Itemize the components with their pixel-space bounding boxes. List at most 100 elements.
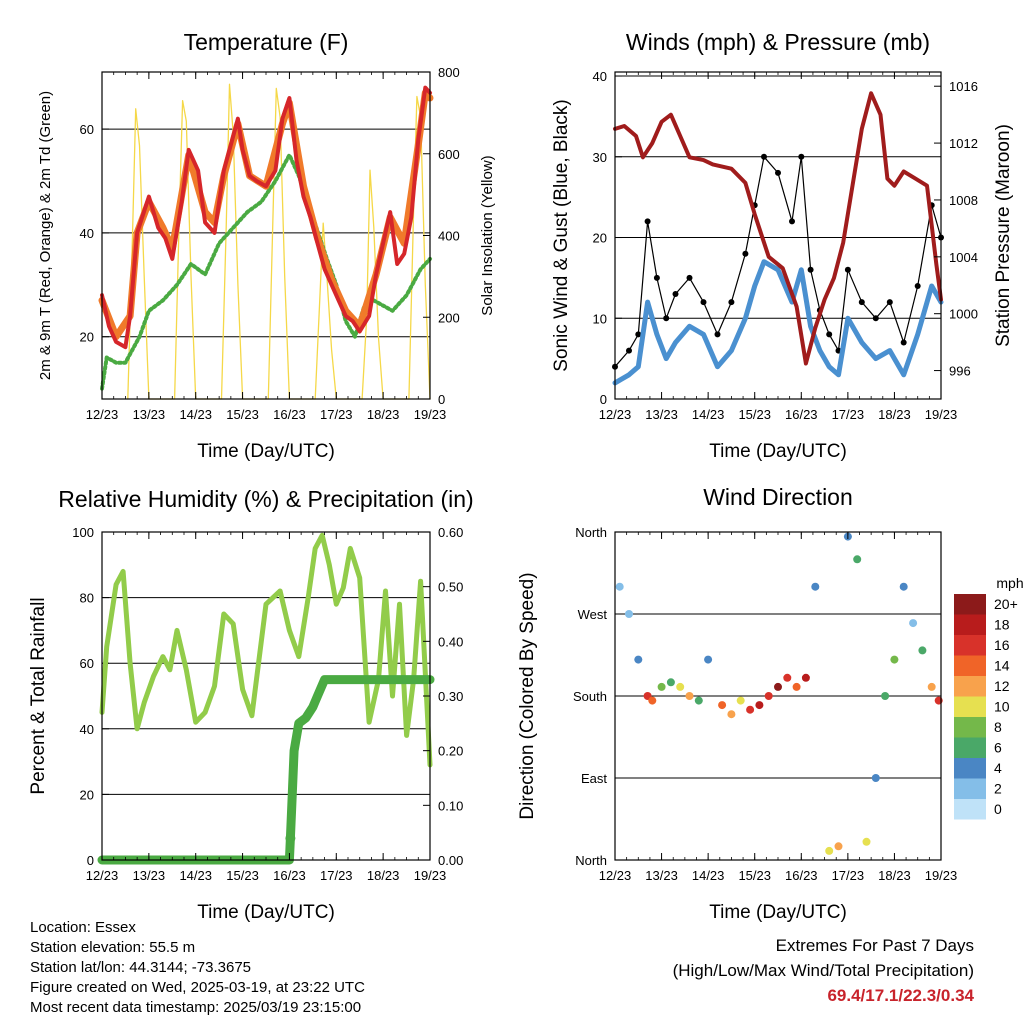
legend-swatch <box>954 758 986 779</box>
direction-point <box>727 710 736 719</box>
direction-point <box>764 692 773 700</box>
most-recent-timestamp: Most recent data timestamp: 2025/03/19 2… <box>30 999 362 1016</box>
y-tick-label: 0 <box>87 853 94 868</box>
direction-point <box>704 655 713 664</box>
legend-swatch <box>954 717 986 738</box>
y-axis-label: 2m & 9m T (Red, Orange) & 2m Td (Green) <box>37 91 54 380</box>
legend-swatch <box>954 696 986 717</box>
x-tick-label: 17/23 <box>320 407 353 422</box>
direction-point <box>755 701 764 710</box>
y-tick-label: 40 <box>80 722 94 737</box>
direction-point <box>834 842 843 851</box>
extremes-box: Extremes For Past 7 Days (High/Low/Max W… <box>673 933 974 1008</box>
x-axis-label: Time (Day/UTC) <box>197 441 335 462</box>
legend-swatch <box>954 635 986 656</box>
direction-point <box>909 619 918 628</box>
direction-point <box>918 646 927 655</box>
x-tick-label: 13/23 <box>133 868 166 883</box>
y-tick-label: North <box>575 525 607 540</box>
x-tick-label: 15/23 <box>226 868 259 883</box>
y-tick-label: North <box>575 853 607 868</box>
legend-label: 4 <box>994 760 1002 776</box>
legend-label: 10 <box>994 699 1010 715</box>
y2-tick-label: 800 <box>438 65 460 80</box>
direction-point <box>792 682 801 691</box>
dewpoint-line <box>100 153 432 391</box>
y2-tick-label: 996 <box>949 364 971 379</box>
y-axis-label: Direction (Colored By Speed) <box>517 572 538 819</box>
y2-tick-label: 0.30 <box>438 689 463 704</box>
y2-tick-label: 1004 <box>949 250 978 265</box>
y2-tick-label: 0.60 <box>438 525 463 540</box>
y2-tick-label: 0.10 <box>438 798 463 813</box>
y2-tick-label: 0.00 <box>438 853 463 868</box>
legend-swatch <box>954 614 986 635</box>
direction-point <box>853 555 862 564</box>
legend-swatch <box>954 655 986 676</box>
x-tick-label: 19/23 <box>414 868 447 883</box>
x-tick-label: 16/23 <box>273 407 306 422</box>
x-tick-label: 19/23 <box>925 407 958 422</box>
humidity-line <box>99 532 433 768</box>
legend-swatch <box>954 594 986 615</box>
x-tick-label: 13/23 <box>645 407 678 422</box>
x-tick-label: 15/23 <box>738 868 771 883</box>
direction-point <box>927 682 936 691</box>
x-tick-label: 14/23 <box>692 407 725 422</box>
direction-point <box>746 705 755 714</box>
humidity-precip-panel: 0 20 40 60 80 100 0.00 0.10 0.20 0.30 0.40 0.50 0.60… <box>28 486 474 923</box>
x-tick-label: 12/23 <box>86 868 119 883</box>
temp-2m-line <box>100 85 432 350</box>
y2-tick-label: 0 <box>438 392 445 407</box>
y-tick-label: 20 <box>80 330 94 345</box>
direction-point <box>862 837 871 846</box>
legend-label: 20+ <box>994 596 1018 612</box>
y-tick-label: 10 <box>593 311 607 326</box>
x-axis-label: Time (Day/UTC) <box>197 902 335 923</box>
legend-label: 14 <box>994 658 1010 674</box>
direction-point <box>811 582 820 591</box>
direction-point <box>871 774 880 782</box>
x-tick-label: 18/23 <box>878 868 911 883</box>
direction-point <box>625 610 633 618</box>
winds-pressure-panel: 0 10 20 30 40 996 1000 1004 1008 1012 1016 12/23 13/… <box>551 29 1014 462</box>
legend-label: 16 <box>994 637 1010 653</box>
y2-tick-label: 0.40 <box>438 634 463 649</box>
direction-point <box>694 696 703 705</box>
direction-point <box>881 692 890 700</box>
x-tick-label: 13/23 <box>133 407 166 422</box>
chart-title: Wind Direction <box>703 484 853 510</box>
station-elevation: Station elevation: 55.5 m <box>30 939 196 956</box>
x-tick-label: 12/23 <box>86 407 119 422</box>
legend-swatch <box>954 737 986 758</box>
direction-point <box>801 673 810 682</box>
x-axis-label: Time (Day/UTC) <box>709 441 847 462</box>
y-tick-label: 30 <box>593 150 607 165</box>
station-location: Location: Essex <box>30 919 136 936</box>
precip-point <box>285 833 296 844</box>
y2-tick-label: 200 <box>438 310 460 325</box>
legend-swatch <box>954 778 986 799</box>
x-tick-label: 12/23 <box>599 868 632 883</box>
x-tick-label: 18/23 <box>878 407 911 422</box>
x-tick-label: 19/23 <box>925 868 958 883</box>
wind-line <box>612 259 944 386</box>
direction-point <box>615 582 624 591</box>
y-axis-label: Percent & Total Rainfall <box>28 597 49 794</box>
x-tick-label: 13/23 <box>645 868 678 883</box>
direction-point <box>899 582 908 591</box>
y-tick-label: 80 <box>80 591 94 606</box>
direction-point <box>657 682 666 691</box>
x-tick-label: 15/23 <box>738 407 771 422</box>
x-tick-label: 14/23 <box>179 407 212 422</box>
y2-axis-label: Solar Insolation (Yellow) <box>479 155 496 315</box>
direction-point <box>736 696 745 705</box>
y-tick-label: South <box>573 689 607 704</box>
x-tick-label: 16/23 <box>785 407 818 422</box>
chart-title: Temperature (F) <box>184 29 349 55</box>
extremes-title: Extremes For Past 7 Days <box>775 936 974 955</box>
y2-axis-label: Station Pressure (Maroon) <box>993 124 1014 347</box>
